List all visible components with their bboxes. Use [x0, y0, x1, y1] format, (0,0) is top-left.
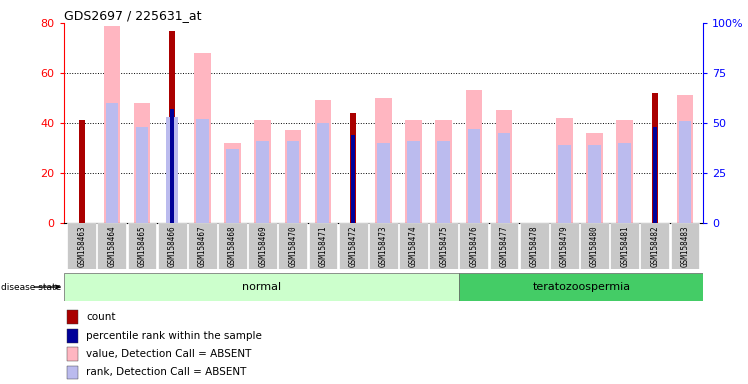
Text: percentile rank within the sample: percentile rank within the sample — [86, 331, 262, 341]
Bar — [286, 141, 299, 223]
Bar — [134, 103, 150, 223]
Text: GSM158481: GSM158481 — [620, 225, 629, 266]
FancyBboxPatch shape — [369, 223, 398, 269]
Bar — [438, 141, 450, 223]
Text: disease state: disease state — [1, 283, 61, 291]
Text: GSM158475: GSM158475 — [439, 225, 448, 266]
Bar — [465, 91, 482, 223]
Bar — [67, 329, 79, 343]
Bar — [678, 121, 691, 223]
Bar — [496, 111, 512, 223]
FancyBboxPatch shape — [429, 223, 459, 269]
Text: GSM158483: GSM158483 — [681, 225, 690, 266]
Text: GSM158472: GSM158472 — [349, 225, 358, 266]
Bar — [616, 121, 633, 223]
Bar — [558, 145, 571, 223]
Bar — [194, 53, 211, 223]
Bar — [67, 310, 79, 324]
Text: GSM158482: GSM158482 — [650, 225, 659, 266]
Text: count: count — [86, 312, 115, 322]
Text: GSM158468: GSM158468 — [228, 225, 237, 266]
Bar — [317, 123, 329, 223]
Text: GSM158480: GSM158480 — [590, 225, 599, 266]
FancyBboxPatch shape — [459, 223, 488, 269]
Bar — [196, 119, 209, 223]
FancyBboxPatch shape — [550, 223, 579, 269]
Text: GDS2697 / 225631_at: GDS2697 / 225631_at — [64, 9, 201, 22]
Bar — [254, 121, 271, 223]
Text: GSM158473: GSM158473 — [378, 225, 388, 266]
Bar — [67, 347, 79, 361]
Bar — [586, 133, 603, 223]
Bar — [136, 127, 148, 223]
Text: GSM158470: GSM158470 — [288, 225, 298, 266]
Bar — [79, 121, 85, 223]
FancyBboxPatch shape — [97, 223, 126, 269]
FancyBboxPatch shape — [308, 223, 337, 269]
Bar — [619, 143, 631, 223]
FancyBboxPatch shape — [489, 223, 518, 269]
FancyBboxPatch shape — [610, 223, 639, 269]
Bar — [468, 129, 480, 223]
Bar — [435, 121, 452, 223]
Bar — [498, 133, 510, 223]
Text: teratozoospermia: teratozoospermia — [533, 282, 631, 292]
Bar — [377, 143, 390, 223]
Text: GSM158471: GSM158471 — [319, 225, 328, 266]
FancyBboxPatch shape — [278, 223, 307, 269]
FancyBboxPatch shape — [459, 273, 703, 301]
Bar — [227, 149, 239, 223]
Bar — [170, 109, 174, 223]
Bar — [652, 93, 658, 223]
FancyBboxPatch shape — [399, 223, 428, 269]
Text: normal: normal — [242, 282, 281, 292]
Bar — [257, 141, 269, 223]
Bar — [350, 113, 356, 223]
Bar — [375, 98, 392, 223]
Bar — [67, 366, 79, 379]
Bar — [166, 117, 179, 223]
FancyBboxPatch shape — [64, 273, 459, 301]
Bar — [224, 143, 241, 223]
FancyBboxPatch shape — [67, 223, 96, 269]
Bar — [405, 121, 422, 223]
FancyBboxPatch shape — [127, 223, 156, 269]
Text: GSM158463: GSM158463 — [77, 225, 86, 266]
FancyBboxPatch shape — [580, 223, 609, 269]
Bar — [556, 118, 573, 223]
Text: GSM158479: GSM158479 — [560, 225, 568, 266]
Bar — [677, 95, 693, 223]
Text: GSM158467: GSM158467 — [198, 225, 207, 266]
Text: GSM158477: GSM158477 — [500, 225, 509, 266]
Text: GSM158476: GSM158476 — [469, 225, 479, 266]
Text: GSM158469: GSM158469 — [258, 225, 267, 266]
FancyBboxPatch shape — [640, 223, 669, 269]
Text: GSM158474: GSM158474 — [409, 225, 418, 266]
FancyBboxPatch shape — [188, 223, 217, 269]
FancyBboxPatch shape — [520, 223, 549, 269]
FancyBboxPatch shape — [218, 223, 247, 269]
Text: GSM158465: GSM158465 — [138, 225, 147, 266]
Text: value, Detection Call = ABSENT: value, Detection Call = ABSENT — [86, 349, 251, 359]
Bar — [105, 103, 118, 223]
Bar — [351, 135, 355, 223]
FancyBboxPatch shape — [339, 223, 368, 269]
Bar — [653, 127, 657, 223]
Bar — [408, 141, 420, 223]
Bar — [284, 131, 301, 223]
FancyBboxPatch shape — [158, 223, 187, 269]
Bar — [169, 31, 175, 223]
Bar — [315, 101, 331, 223]
FancyBboxPatch shape — [248, 223, 278, 269]
Text: GSM158464: GSM158464 — [108, 225, 117, 266]
Text: GSM158466: GSM158466 — [168, 225, 177, 266]
FancyBboxPatch shape — [670, 223, 699, 269]
Bar — [588, 145, 601, 223]
Text: GSM158478: GSM158478 — [530, 225, 539, 266]
Text: rank, Detection Call = ABSENT: rank, Detection Call = ABSENT — [86, 367, 246, 377]
Bar — [103, 25, 120, 223]
